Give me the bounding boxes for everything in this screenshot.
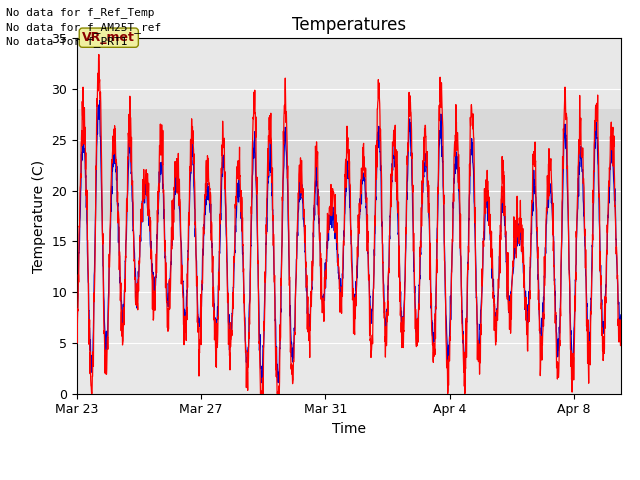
Title: Temperatures: Temperatures: [292, 16, 406, 34]
Text: VR_met: VR_met: [83, 31, 135, 44]
X-axis label: Time: Time: [332, 422, 366, 436]
Text: No data for f_PRT1: No data for f_PRT1: [6, 36, 128, 47]
Bar: [77, 109, 621, 221]
Text: No data for f_Ref_Temp: No data for f_Ref_Temp: [6, 7, 155, 18]
Text: No data for f_AM25T_ref: No data for f_AM25T_ref: [6, 22, 162, 33]
Legend: Panel T, HMP45 T: Panel T, HMP45 T: [235, 479, 463, 480]
Y-axis label: Temperature (C): Temperature (C): [31, 159, 45, 273]
